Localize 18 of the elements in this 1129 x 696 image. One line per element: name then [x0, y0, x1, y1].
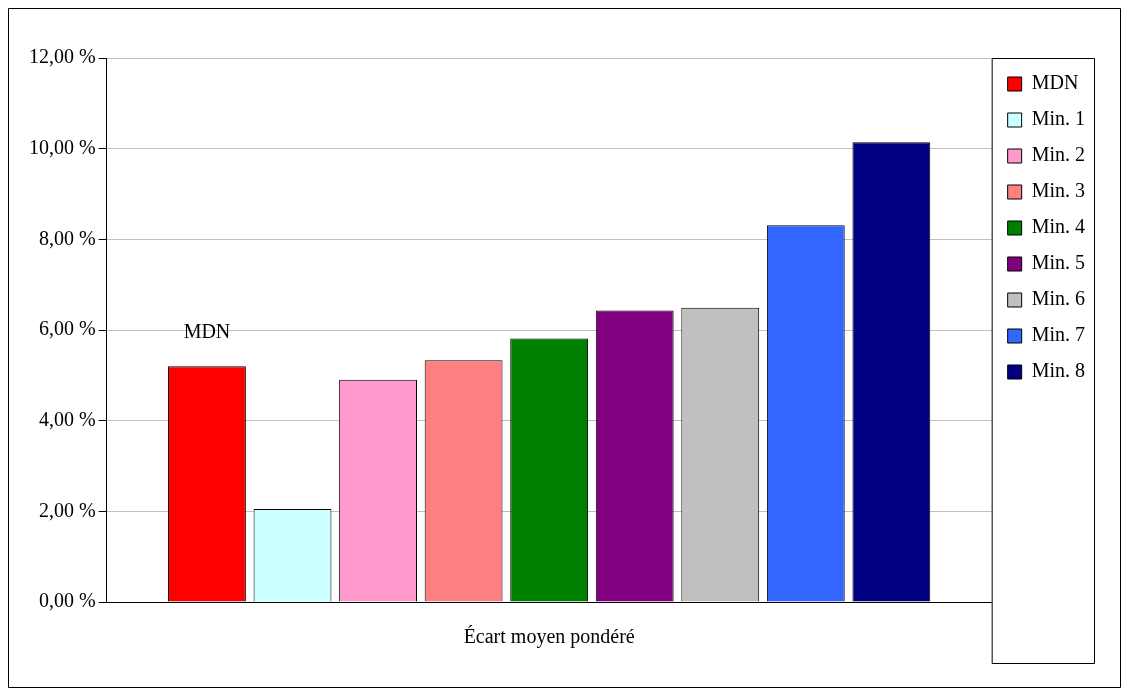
y-tick-label: 2,00 %	[38, 498, 96, 521]
annotation: MDN	[183, 319, 231, 342]
legend-label: Min. 6	[1031, 287, 1085, 310]
y-tick-label: 8,00 %	[38, 226, 96, 249]
y-tick-label: 0,00 %	[38, 589, 96, 612]
legend-label: Min. 5	[1031, 251, 1085, 274]
legend-label: Min. 4	[1031, 215, 1085, 238]
y-tick-label: 10,00 %	[28, 135, 96, 158]
legend-label: Min. 1	[1031, 107, 1085, 130]
y-tick-label: 6,00 %	[38, 317, 96, 340]
legend-label: MDN	[1031, 71, 1079, 94]
legend-label: Min. 7	[1031, 323, 1085, 346]
legend-label: Min. 8	[1031, 359, 1085, 382]
legend-label: Min. 2	[1031, 143, 1085, 166]
y-tick-label: 12,00 %	[28, 45, 96, 68]
legend-label: Min. 3	[1031, 179, 1085, 202]
y-tick-label: 4,00 %	[38, 407, 96, 430]
x-tick-label: Écart moyen pondéré	[463, 625, 635, 649]
